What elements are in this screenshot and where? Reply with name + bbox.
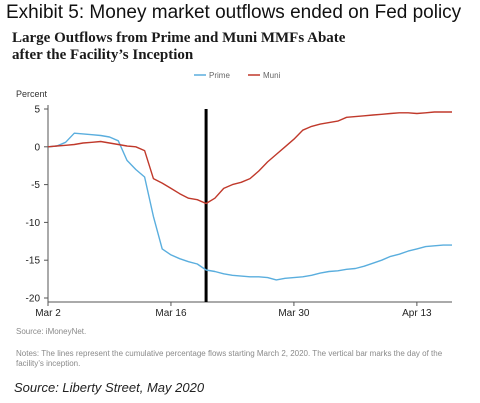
x-tick-label: Mar 30: [278, 308, 310, 319]
x-tick-label: Mar 16: [155, 308, 187, 319]
y-tick-label: -20: [26, 294, 41, 305]
y-tick-label: -10: [26, 218, 41, 229]
y-tick-label: -5: [31, 180, 40, 191]
chart-title-line-1: Large Outflows from Prime and Muni MMFs …: [12, 30, 346, 46]
source-note: Source: iMoneyNet.: [16, 327, 87, 336]
y-tick-label: -15: [26, 256, 41, 267]
x-tick-label: Mar 2: [35, 308, 61, 319]
footer-source: Source: Liberty Street, May 2020: [14, 380, 205, 395]
legend-prime-label: Prime: [209, 71, 230, 80]
exhibit-title: Exhibit 5: Money market outflows ended o…: [6, 2, 462, 23]
series-line-muni: [47, 111, 452, 205]
legend-muni-label: Muni: [263, 71, 281, 80]
x-tick-label: Apr 13: [402, 308, 432, 319]
y-axis-label: Percent: [16, 89, 48, 99]
y-tick-label: 0: [34, 142, 40, 153]
legend: Prime Muni: [194, 71, 281, 80]
y-tick-label: 5: [34, 105, 40, 116]
plot-area: 5 0 -5 -10 -15 -20 Mar 2 Mar 16 Mar 30 Apr 13: [26, 105, 452, 319]
chart-title-line-2: after the Facility’s Inception: [12, 47, 194, 63]
series-line-prime: [47, 132, 452, 281]
notes-text: Notes: The lines represent the cumulativ…: [16, 349, 443, 368]
chart-title: Large Outflows from Prime and Muni MMFs …: [12, 30, 345, 64]
